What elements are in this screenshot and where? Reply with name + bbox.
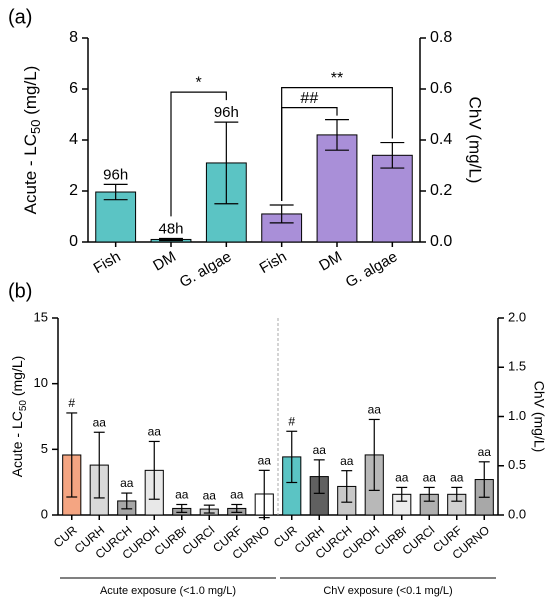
significance-label: **: [331, 70, 343, 87]
bar-label: aa: [258, 454, 272, 468]
y2-tick-label: 0.0: [508, 506, 526, 521]
y-tick-label: 0: [69, 233, 78, 250]
y-axis-label: Acute - LC50 (mg/L): [21, 66, 43, 215]
error-bar: [176, 503, 188, 513]
y-axis-label-part: (mg/L): [9, 356, 25, 400]
error-bar: [103, 183, 128, 201]
bar-label: #: [68, 396, 75, 410]
error-bar: [214, 121, 239, 205]
error-bar: [148, 440, 160, 500]
y-tick-label: 15: [34, 309, 48, 324]
y2-tick-label: 0.4: [430, 131, 452, 148]
y-axis-label: Acute - LC50 (mg/L): [9, 356, 29, 478]
x-tick-label: DM: [316, 248, 345, 274]
bar-label: aa: [450, 471, 464, 485]
y-tick-label: 4: [69, 131, 78, 148]
bar-label: aa: [203, 488, 217, 502]
panel-label: (a): [8, 6, 32, 28]
x-tick-label: G. algae: [177, 248, 235, 291]
y2-axis-label: ChV (mg/L): [466, 97, 485, 184]
x-tick-label: DM: [150, 248, 179, 274]
y-tick-label: 8: [69, 29, 78, 46]
error-bar: [121, 492, 133, 510]
error-bar: [423, 486, 435, 502]
error-bar: [368, 418, 380, 491]
bar-label: aa: [148, 425, 162, 439]
bar-label: aa: [93, 415, 107, 429]
error-bar: [203, 504, 215, 514]
y2-axis-label: ChV (mg/L): [531, 381, 547, 453]
bar-label: 96h: [214, 104, 239, 121]
error-bar: [396, 486, 408, 502]
bar-label: aa: [120, 476, 134, 490]
error-bar: [478, 461, 490, 498]
y-tick-label: 6: [69, 80, 78, 97]
y2-tick-label: 0.6: [430, 80, 452, 97]
group-label: Acute exposure (<1.0 mg/L): [100, 585, 236, 597]
x-tick-label: G. algae: [343, 248, 401, 291]
y-tick-label: 5: [41, 441, 48, 456]
bar-label: aa: [313, 443, 327, 457]
x-tick-label: CURCl: [400, 523, 438, 558]
bar-label: aa: [368, 403, 382, 417]
y2-tick-label: 2.0: [508, 309, 526, 324]
group-label: ChV exposure (<0.1 mg/L): [323, 585, 452, 597]
bar-label: 96h: [103, 166, 128, 183]
bar-label: aa: [423, 471, 437, 485]
panel-label: (b): [8, 280, 32, 302]
y-axis-label-part: Acute - LC: [9, 411, 25, 477]
error-bar: [159, 237, 183, 242]
error-bar: [313, 459, 325, 494]
y-axis-label-part: 50: [18, 400, 29, 412]
bar: [371, 154, 413, 243]
error-bar: [93, 431, 105, 499]
y-axis-label-part: Acute - LC: [21, 134, 40, 214]
x-tick-label: CURCl: [180, 523, 218, 558]
significance-bracket: [281, 87, 393, 202]
significance-label: ##: [300, 90, 318, 107]
bar-label: aa: [340, 454, 354, 468]
error-bar: [325, 118, 349, 151]
y-axis-label-part: (mg/L): [21, 66, 40, 120]
y-axis-label-part: 50: [28, 120, 43, 134]
bar-label: aa: [175, 488, 189, 502]
significance-bracket: [170, 91, 227, 217]
y2-tick-label: 0.0: [430, 233, 452, 250]
x-tick-label: Fish: [91, 248, 124, 277]
error-bar: [380, 141, 405, 169]
y2-tick-label: 1.0: [508, 408, 526, 423]
y-tick-label: 0: [41, 506, 48, 521]
error-bar: [231, 503, 243, 513]
y2-tick-label: 1.5: [508, 359, 526, 374]
error-bar: [258, 469, 270, 519]
error-bar: [451, 486, 463, 502]
y2-tick-label: 0.2: [430, 182, 452, 199]
error-bar: [66, 412, 78, 498]
y-tick-label: 2: [69, 182, 78, 199]
bar-label: aa: [478, 445, 492, 459]
error-bar: [286, 430, 298, 484]
bar-label: 48h: [158, 220, 183, 237]
error-bar: [341, 470, 353, 503]
y2-tick-label: 0.5: [508, 457, 526, 472]
y-tick-label: 10: [34, 375, 48, 390]
y2-tick-label: 0.8: [430, 29, 452, 46]
error-bar: [269, 204, 294, 224]
significance-label: *: [196, 74, 202, 91]
x-tick-label: Fish: [257, 248, 290, 277]
bar-label: aa: [395, 471, 409, 485]
bar: [316, 134, 358, 243]
bar-label: #: [288, 414, 295, 428]
bar-label: aa: [230, 488, 244, 502]
